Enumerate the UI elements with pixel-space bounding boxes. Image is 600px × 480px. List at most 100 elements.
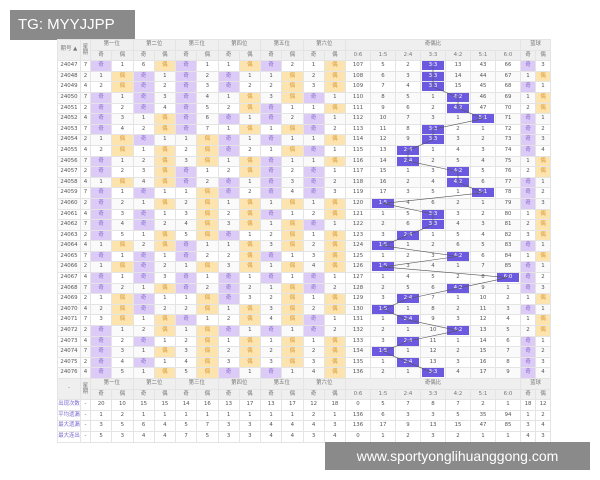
blue-cell: 1: [535, 261, 552, 274]
ratio-miss-count: 3: [494, 303, 522, 316]
miss-count: 1: [259, 144, 283, 157]
hit-cell: 偶: [153, 314, 177, 327]
miss-count: 4: [174, 219, 198, 231]
table-row: 24071 7 3 偶 1 偶奇 1 2 偶 4 偶奇 1 131 1 2:4 9 3 12 4 1 偶: [57, 314, 552, 327]
ratio-miss-count: 1: [395, 303, 421, 316]
stats-label: 最大连出: [57, 430, 81, 443]
issue-number: 24072: [57, 325, 81, 337]
miss-count: 2: [323, 123, 347, 136]
ratio-miss-count: 13: [420, 356, 446, 369]
hit-cell: 偶: [323, 155, 347, 168]
blue-cell: 偶: [535, 229, 552, 242]
hit-cell: 偶: [153, 166, 177, 178]
odd-subheader: 奇: [174, 388, 198, 401]
blue-cell: 3: [535, 60, 552, 72]
ratio-subheader: 1:5: [370, 388, 396, 401]
blue-cell: 奇: [520, 272, 537, 284]
ratio-miss-count: 5: [494, 325, 522, 337]
hit-cell: 偶: [238, 208, 262, 221]
stats-value: 16: [196, 399, 219, 411]
position-group-header: 第五位: [260, 39, 304, 51]
position-group-header: 第五位: [260, 378, 304, 390]
miss-count: 2: [196, 250, 219, 263]
stats-blue-value: 3: [535, 430, 552, 443]
ratio-hit-cell: 2:4: [395, 293, 421, 305]
ratio-miss-count: 4: [395, 81, 421, 93]
blue-cell: 偶: [535, 325, 552, 337]
ratio-miss-count: 13: [470, 325, 496, 337]
stats-ratio-value: 94: [494, 409, 522, 422]
ratio-miss-count: 77: [494, 176, 522, 189]
miss-count: 2: [302, 240, 325, 252]
blue-cell: 2: [520, 166, 537, 178]
table-row: 24074 7 奇 3 1 偶 3 偶 2 偶 2 偶 2 偶 134 1:5 1 12 2 15 7 奇 2: [57, 346, 552, 358]
stats-value: 15: [153, 399, 177, 411]
ratio-miss-count: 11: [420, 335, 446, 348]
ratio-hit-badge: 1:5: [372, 199, 394, 208]
miss-count: 1: [323, 314, 347, 327]
hit-cell: 偶: [323, 335, 347, 348]
stats-row: 平均遗漏 -1 2 1 1 1 1 1 1 1 1 2 1 136 6 3 3 5 35 94 1 2: [57, 409, 552, 422]
weekday: 2: [80, 356, 91, 369]
ratio-miss-count: 4: [470, 229, 496, 242]
ratio-miss-count: 70: [494, 102, 522, 115]
ratio-miss-count: 13: [370, 144, 396, 157]
ratio-hit-cell: 2:4: [395, 144, 421, 157]
miss-count: 4: [281, 187, 304, 199]
hit-cell: 偶: [323, 303, 347, 316]
hit-cell: 奇: [174, 176, 198, 189]
hit-cell: 奇: [132, 250, 155, 263]
ratio-miss-count: 15: [445, 81, 471, 93]
issue-header[interactable]: 期号 ▲: [57, 38, 81, 62]
blue-cell: 奇: [520, 176, 537, 189]
hit-cell: 奇: [217, 272, 240, 284]
ratio-miss-count: 2: [420, 240, 446, 252]
issue-number: 24069: [57, 293, 81, 305]
ratio-miss-count: 2: [445, 272, 471, 284]
ratio-miss-count: 14: [445, 70, 471, 83]
miss-count: 1: [111, 187, 134, 199]
issue-header: -: [57, 377, 81, 401]
ratio-miss-count: 5: [470, 240, 496, 252]
miss-count: 1: [89, 134, 113, 146]
odd-subheader: 奇: [174, 49, 198, 62]
position-group-header: 第三位: [175, 39, 219, 51]
miss-count: 1: [217, 197, 240, 210]
hit-cell: 偶: [153, 113, 177, 125]
ratio-miss-count: 9: [470, 282, 496, 295]
table-row: 24051 2 奇 2 奇 4 奇 5 2 偶奇 1 1 偶 111 9 6 2 4:2 47 70 2 偶: [57, 102, 552, 115]
miss-count: 1: [302, 102, 325, 115]
ratio-miss-count: 7: [420, 293, 446, 305]
trend-table-container: 期号 ▲ 星期 第一位 第二位 第三位 第四位 第五位 第六位 奇偶比 蓝球奇偶奇偶奇偶奇偶奇偶奇…: [57, 38, 552, 443]
hit-cell: 奇: [89, 325, 113, 337]
miss-count: 2: [281, 113, 304, 125]
miss-count: 3: [153, 272, 177, 284]
miss-count: 2: [153, 81, 177, 93]
stats-blue-value: 2: [535, 409, 552, 422]
ratio-miss-count: 43: [470, 60, 496, 72]
hit-cell: 偶: [196, 134, 219, 146]
even-subheader: 偶: [196, 49, 219, 62]
hit-cell: 偶: [111, 134, 134, 146]
odd-subheader: 奇: [132, 388, 155, 401]
ratio-miss-count: 73: [494, 134, 522, 146]
issue-number: 24054: [57, 134, 81, 146]
stats-value: 1: [132, 409, 155, 422]
miss-count: 1: [323, 272, 347, 284]
weekday: 2: [80, 261, 91, 274]
weekday: 2: [80, 70, 91, 83]
miss-count: 1: [111, 155, 134, 168]
ratio-miss-count: 3: [370, 335, 396, 348]
ratio-subheader: 6:0: [494, 388, 522, 401]
blue-cell: 2: [535, 123, 552, 136]
stats-ratio-value: 0: [345, 430, 371, 443]
stats-value: 2: [302, 409, 325, 422]
miss-count: 3: [111, 208, 134, 221]
issue-number: 24059: [57, 187, 81, 199]
miss-count: 1: [153, 70, 177, 83]
miss-count: 1: [281, 102, 304, 115]
stats-value: 4: [281, 420, 304, 432]
ratio-hit-cell: 3:3: [420, 219, 446, 231]
hit-cell: 奇: [132, 219, 155, 231]
ratio-miss-count: 1: [494, 282, 522, 295]
